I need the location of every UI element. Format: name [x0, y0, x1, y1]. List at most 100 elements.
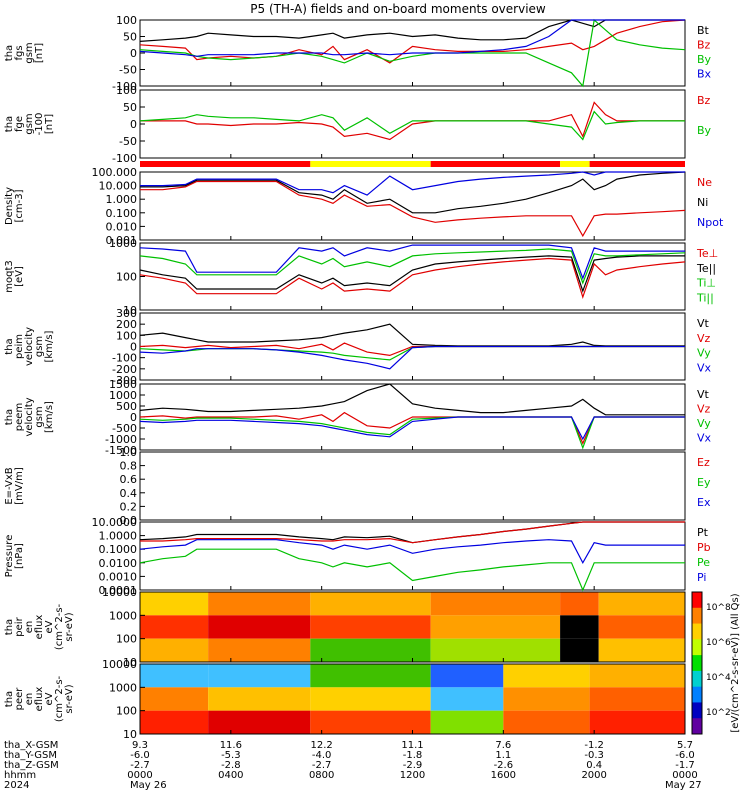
- spectrogram-cell: [208, 687, 311, 711]
- footer-date: May 26: [130, 780, 167, 791]
- spectrogram-cell: [430, 638, 561, 662]
- series-line: [139, 19, 685, 57]
- spectrogram-cell: [208, 638, 311, 662]
- footer-value: 0800: [309, 770, 334, 781]
- spectrogram-cell: [310, 710, 431, 734]
- legend-entry: Pt: [697, 526, 709, 539]
- y-tick-label: 0.100: [106, 207, 138, 220]
- footer-value: 2000: [581, 770, 606, 781]
- y-tick-label: 1500: [109, 378, 137, 391]
- series-line: [140, 171, 686, 214]
- footer-row-label: tha_Z-GSM: [4, 760, 59, 771]
- mode-segment: [560, 161, 590, 167]
- y-tick-label: 1000: [109, 389, 137, 402]
- spectrogram-cell: [589, 664, 685, 688]
- y-tick-label: 100: [116, 705, 137, 718]
- series-4-Vx: [139, 345, 685, 370]
- spectrogram-cell: [140, 664, 209, 688]
- footer-value: 1.1: [495, 750, 511, 761]
- y-axis-label: Pressure: [4, 535, 15, 578]
- y-tick-label: -50: [119, 135, 137, 148]
- footer-value: -2.8: [221, 760, 241, 771]
- series-line: [139, 548, 685, 592]
- series-3-Ti||: [139, 244, 685, 280]
- y-axis-label: [km/s]: [44, 401, 55, 433]
- series-2-Ne: [140, 180, 686, 238]
- footer-date: May 27: [665, 780, 702, 791]
- y-axis-label: [km/s]: [44, 330, 55, 362]
- legend-entry: Ni: [697, 196, 708, 209]
- spectrogram-cell: [430, 687, 504, 711]
- y-tick-label: 10: [123, 656, 137, 669]
- legend-entry: Bz: [697, 39, 711, 52]
- mode-segment: [310, 161, 431, 167]
- y-tick-label: 100: [116, 271, 137, 284]
- y-tick-label: -300: [112, 374, 137, 387]
- y-tick-label: -50: [119, 64, 137, 77]
- y-axis-label: tha: [4, 116, 15, 132]
- series-7-Pb: [140, 521, 685, 544]
- y-tick-label: -1500: [105, 444, 137, 457]
- colorbar-label: [eV/(cm^2-s-sr-eV)] (All Qs): [730, 593, 741, 732]
- y-axis-label: eV: [44, 620, 55, 633]
- legend-entry: Vx: [697, 432, 712, 445]
- y-axis-label: gsm: [24, 42, 35, 63]
- legend-entry: By: [697, 53, 712, 66]
- series-line: [139, 19, 685, 42]
- spectrogram-cell: [503, 710, 590, 734]
- panel-frame: [139, 451, 686, 521]
- y-tick-label: 50: [123, 31, 137, 44]
- colorbar-tick-label: 10^8: [706, 603, 731, 613]
- y-axis-label: -100: [34, 113, 45, 136]
- spectrogram-cell: [430, 592, 561, 616]
- footer-value: -1.2: [584, 740, 604, 751]
- spectrogram-cell: [208, 710, 311, 734]
- series-0-Bt: [139, 19, 685, 42]
- y-axis-label: eflux: [34, 687, 45, 712]
- y-axis-label: en: [24, 693, 35, 706]
- footer-value: 0.4: [586, 760, 602, 771]
- y-tick-label: 0.0: [120, 514, 138, 527]
- colorbar-cell: [692, 592, 702, 609]
- y-tick-label: 0.001: [106, 234, 138, 247]
- legend-entry: Vz: [697, 332, 711, 345]
- panel-3: 1000 100 10 moqt3 [eV] Te⊥ Te|| Ti⊥Ti||: [4, 237, 718, 317]
- y-axis-label: sr-eV): [64, 684, 75, 713]
- legend-entry: Ex: [697, 496, 711, 509]
- y-axis-label: Density: [4, 187, 15, 225]
- spectrogram-cell: [560, 615, 599, 639]
- colorbar-cell: [692, 607, 702, 625]
- series-0-Bz: [139, 19, 686, 64]
- y-tick-label: 0.6: [120, 473, 138, 486]
- y-tick-label: 0.0100: [99, 557, 138, 570]
- y-axis-label: velocity: [24, 327, 35, 366]
- panel-6: 1.00.80.60.40.20.0 E=-VxB [mV/m] Ez Ey Ex: [4, 446, 711, 527]
- y-tick-label: 100: [116, 329, 137, 342]
- y-tick-label: 0: [130, 411, 137, 424]
- series-4-Vt: [139, 323, 685, 347]
- y-axis-label: [cm-3]: [14, 189, 25, 222]
- legend-entry: Pi: [697, 571, 706, 584]
- footer-value: 5.7: [677, 740, 693, 751]
- series-line: [139, 19, 686, 64]
- legend-entry: Vz: [697, 403, 711, 416]
- y-tick-label: 100: [116, 633, 137, 646]
- series-line: [139, 18, 686, 88]
- footer-value: 0000: [672, 770, 697, 781]
- y-tick-label: 0.2: [120, 500, 138, 513]
- panel-frame: [139, 242, 686, 311]
- spectrogram-cell: [310, 592, 431, 616]
- y-axis-label: peer: [14, 687, 25, 711]
- spectrogram-cell: [598, 615, 685, 639]
- y-tick-label: 0: [130, 47, 137, 60]
- y-axis-label: velocity: [24, 397, 35, 436]
- spectrogram-cell: [208, 615, 311, 639]
- y-tick-label: 1000: [109, 681, 137, 694]
- legend-entry: Ne: [697, 176, 712, 189]
- footer-value: -2.9: [403, 760, 423, 771]
- legend-entry: Vy: [697, 347, 711, 360]
- footer-value: -0.3: [584, 750, 604, 761]
- legend-entry: Vx: [697, 361, 712, 374]
